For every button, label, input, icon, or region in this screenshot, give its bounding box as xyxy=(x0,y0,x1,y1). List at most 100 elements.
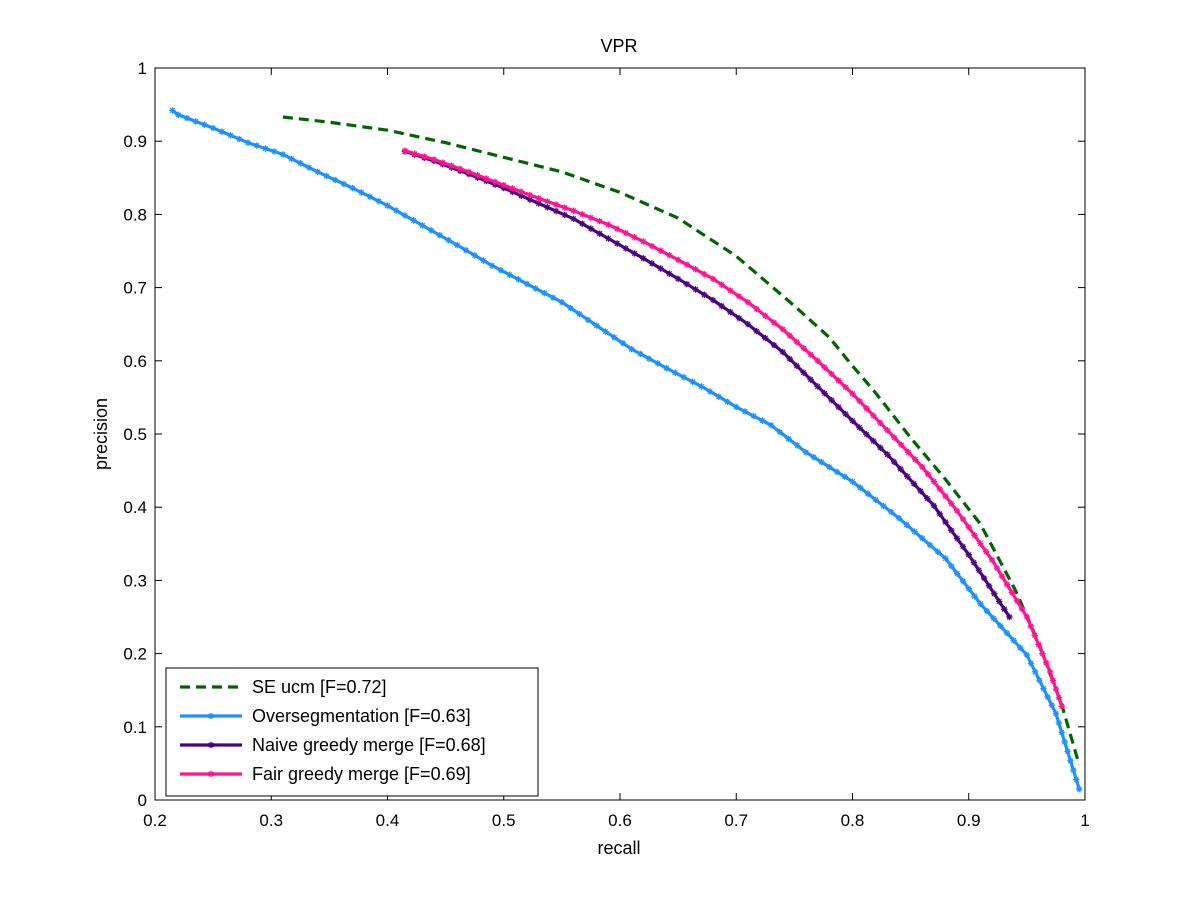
data-point xyxy=(619,340,627,347)
data-point xyxy=(1003,629,1011,637)
y-tick-label: 0.8 xyxy=(123,205,147,224)
data-point xyxy=(872,496,879,504)
data-point xyxy=(744,299,752,306)
data-point xyxy=(942,493,949,500)
x-tick-label: 0.5 xyxy=(492,811,516,830)
data-point xyxy=(613,240,621,247)
data-point xyxy=(1044,693,1051,701)
data-point xyxy=(786,332,793,339)
legend-marker xyxy=(207,712,215,720)
series-layer xyxy=(169,107,1083,793)
data-point xyxy=(517,188,525,195)
data-point xyxy=(1067,757,1074,764)
data-point xyxy=(436,232,444,239)
data-point xyxy=(990,615,997,622)
data-point xyxy=(857,484,864,491)
data-point xyxy=(297,159,304,167)
data-point xyxy=(718,281,725,288)
data-point xyxy=(509,185,516,192)
data-point xyxy=(727,308,734,316)
data-point xyxy=(1023,613,1031,621)
data-point xyxy=(1039,650,1046,657)
data-point xyxy=(1055,719,1063,727)
data-point xyxy=(637,350,644,358)
data-point xyxy=(1001,606,1008,613)
data-point xyxy=(715,393,723,400)
data-point xyxy=(828,396,835,404)
data-point xyxy=(1003,581,1011,588)
data-point xyxy=(631,250,638,257)
data-point xyxy=(183,114,191,122)
data-point xyxy=(570,207,577,214)
data-point xyxy=(552,207,560,215)
data-point xyxy=(465,168,473,176)
data-point xyxy=(814,357,821,364)
data-point xyxy=(835,403,842,411)
data-point xyxy=(262,145,269,152)
y-tick-label: 0.4 xyxy=(123,498,147,517)
data-point xyxy=(488,262,496,269)
data-point xyxy=(439,159,446,166)
data-point xyxy=(1017,644,1024,651)
data-point xyxy=(762,334,769,342)
data-point xyxy=(709,275,717,283)
data-point xyxy=(930,478,938,485)
data-point xyxy=(1049,677,1057,684)
legend-item-naive-greedy-merge-f-0-68: Naive greedy merge [F=0.68] xyxy=(180,735,486,755)
data-point xyxy=(905,449,912,456)
data-point xyxy=(750,412,757,420)
data-point xyxy=(209,124,217,132)
data-point xyxy=(448,162,455,169)
data-point xyxy=(924,495,931,502)
data-point xyxy=(552,201,560,208)
data-point xyxy=(541,289,548,297)
series-fair-greedy-merge-f-0-69 xyxy=(401,147,1065,710)
data-point xyxy=(515,276,522,283)
data-point xyxy=(849,417,856,425)
data-point xyxy=(924,471,932,478)
data-point xyxy=(793,362,800,369)
data-point xyxy=(201,121,208,128)
legend-item-oversegmentation-f-0-63: Oversegmentation [F=0.63] xyxy=(180,706,471,726)
data-point xyxy=(666,252,673,259)
data-point xyxy=(654,360,661,367)
data-point xyxy=(794,442,801,449)
data-point xyxy=(709,296,717,304)
data-point xyxy=(683,261,691,268)
data-point xyxy=(807,351,814,358)
data-point xyxy=(576,310,583,318)
data-point xyxy=(833,468,841,476)
data-point xyxy=(998,573,1006,580)
x-axis-label: recall xyxy=(597,838,640,858)
data-point xyxy=(770,319,778,326)
data-point xyxy=(401,212,409,219)
data-point xyxy=(753,305,760,313)
data-point xyxy=(948,500,955,507)
legend-marker xyxy=(207,741,215,749)
data-point xyxy=(692,286,699,293)
data-point xyxy=(959,543,967,550)
y-tick-label: 1 xyxy=(138,59,147,78)
data-point xyxy=(305,164,313,171)
x-tick-label: 0.6 xyxy=(608,811,632,830)
data-point xyxy=(936,510,943,518)
y-tick-label: 0 xyxy=(138,791,147,810)
data-point xyxy=(936,485,943,493)
data-point xyxy=(880,502,887,510)
legend-marker xyxy=(207,770,215,778)
data-point xyxy=(579,220,586,227)
data-point xyxy=(895,514,903,522)
data-point xyxy=(561,204,568,211)
data-point xyxy=(724,398,731,405)
data-point xyxy=(1023,651,1031,659)
data-point xyxy=(975,567,983,574)
data-point xyxy=(884,427,891,434)
data-point xyxy=(672,369,679,376)
data-point xyxy=(948,527,955,534)
data-point xyxy=(930,502,938,509)
data-point xyxy=(744,321,752,328)
data-point xyxy=(706,388,714,395)
data-point xyxy=(340,180,348,188)
data-point xyxy=(236,135,243,143)
data-point xyxy=(491,178,499,186)
